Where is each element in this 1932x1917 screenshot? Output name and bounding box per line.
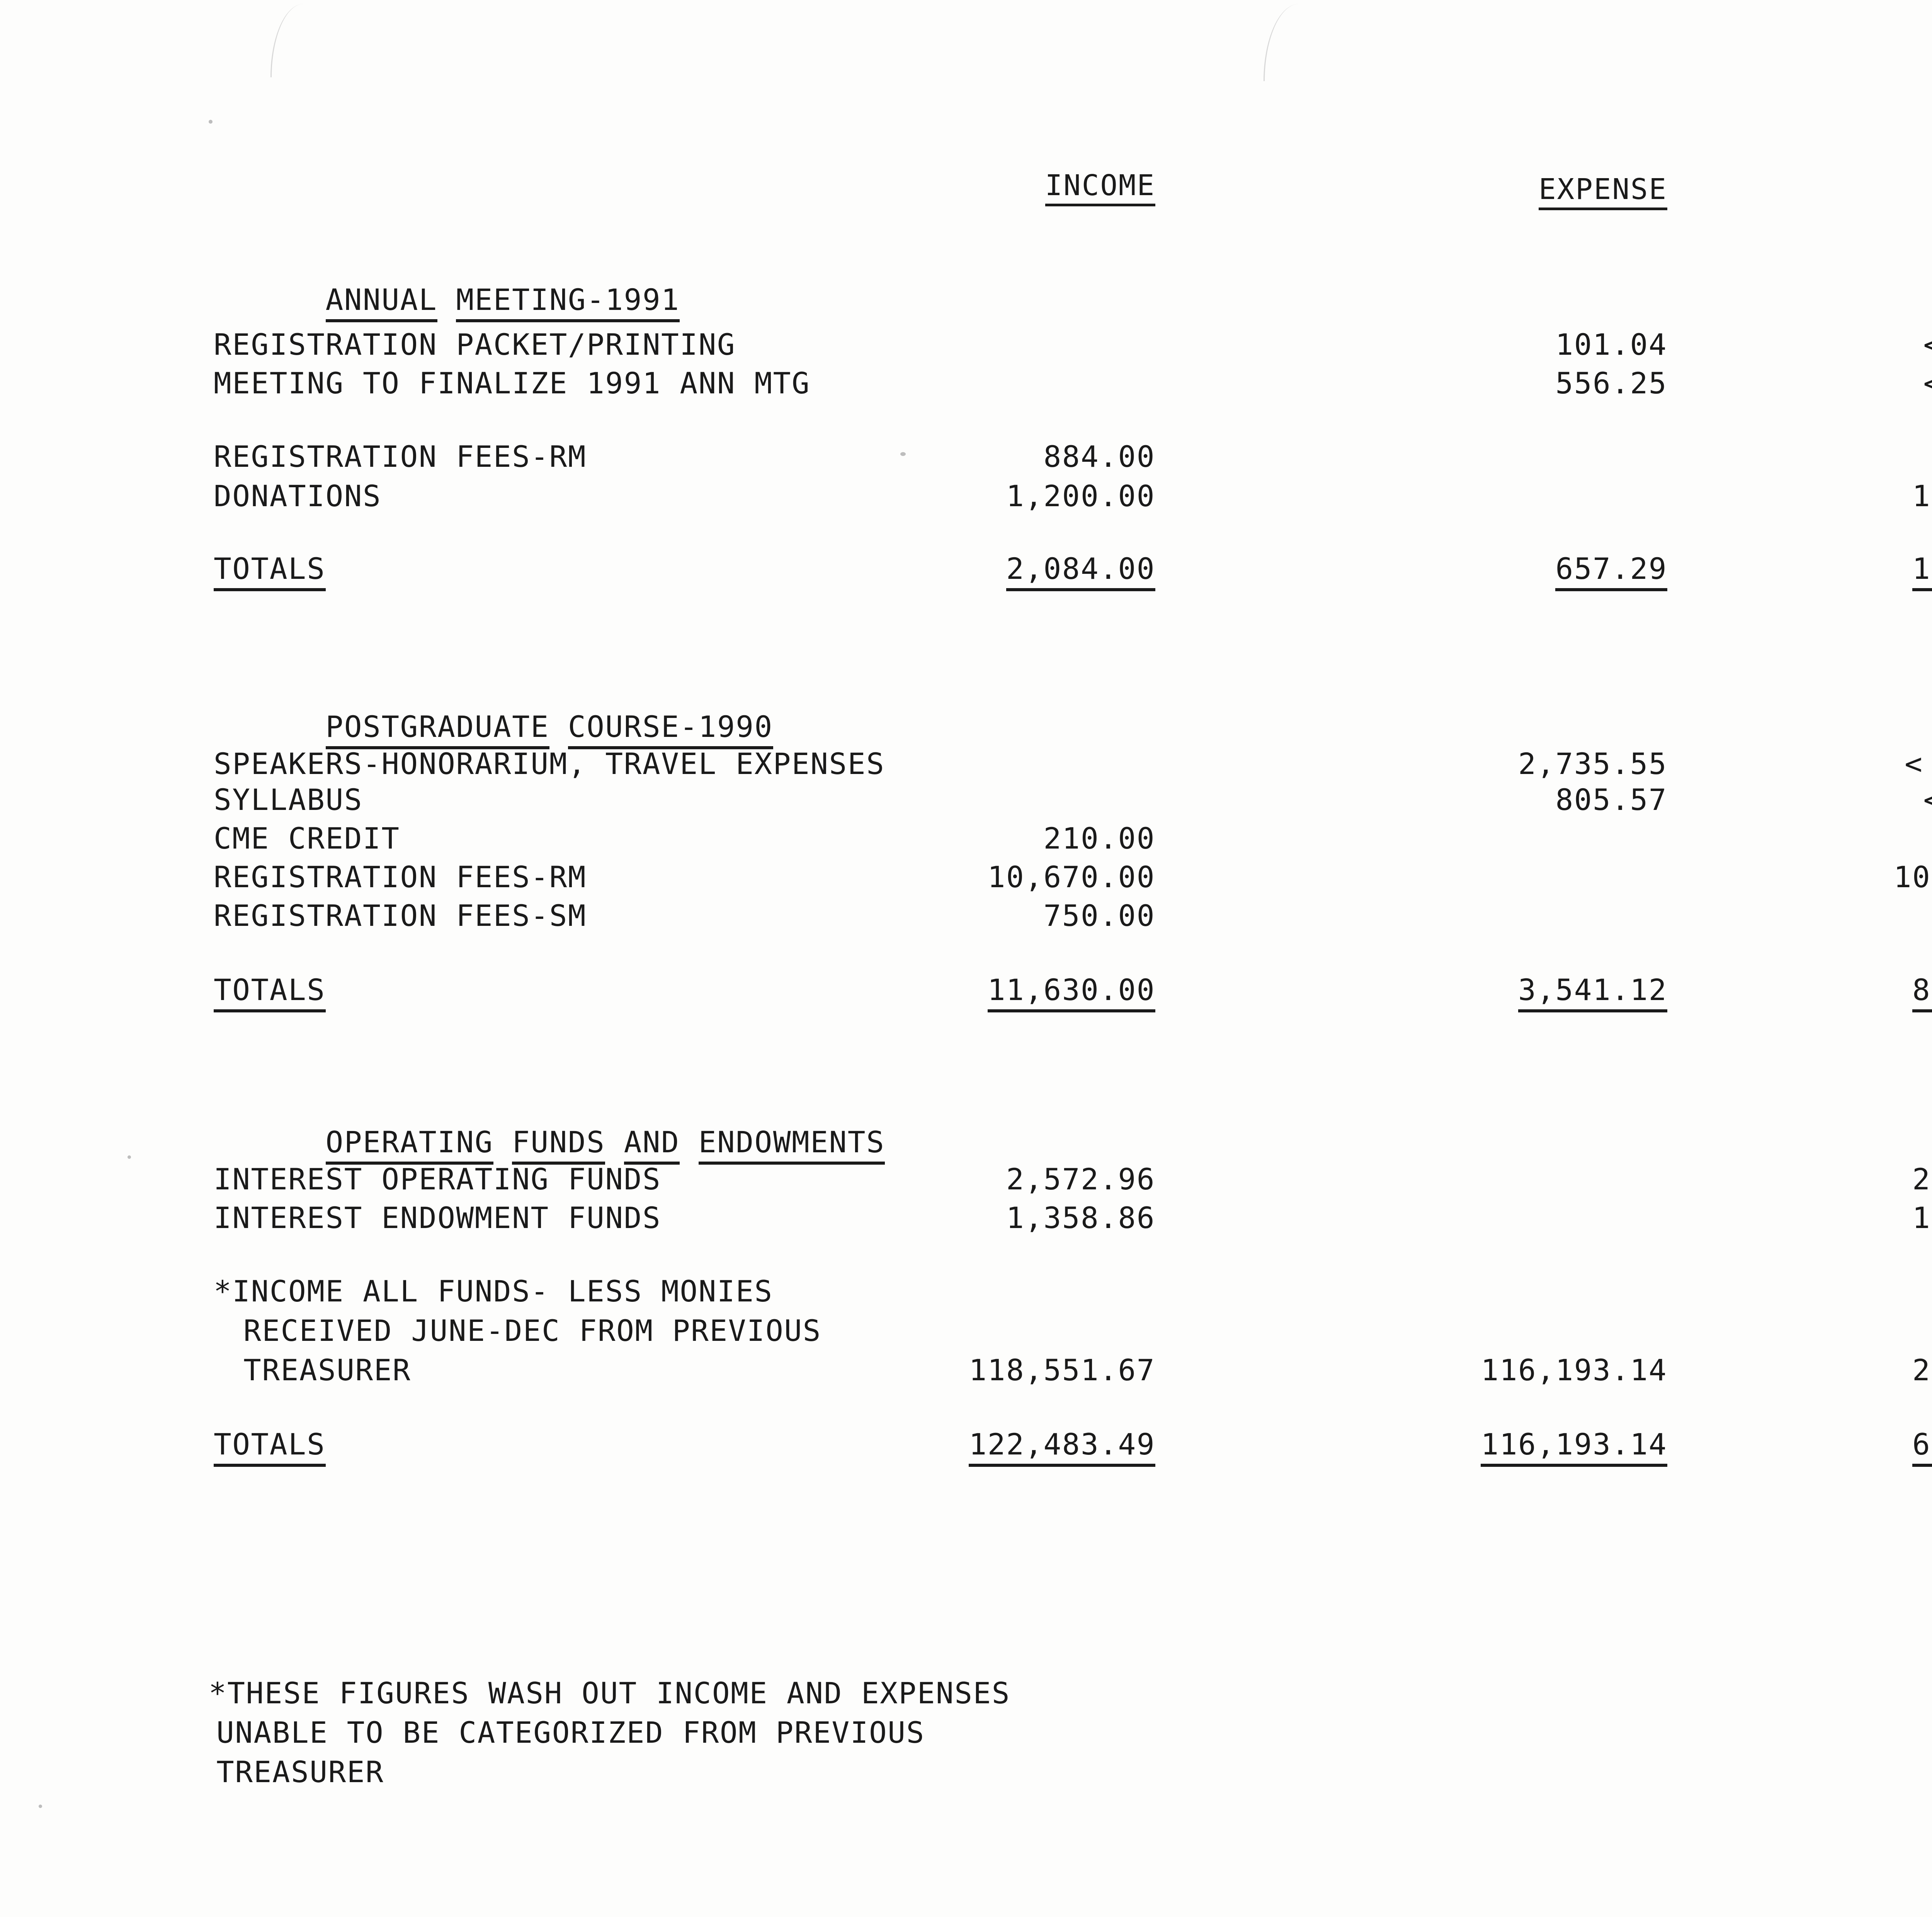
column-header-net: NET: [1681, 134, 1932, 250]
row-net: 750.00: [1681, 896, 1932, 936]
row-label: REGISTRATION FEES-SM: [214, 898, 587, 933]
note-net: 2,358.53: [1912, 1353, 1932, 1387]
row-income: 210.00: [1043, 821, 1155, 856]
totals-expense: 657.29: [1275, 549, 1667, 591]
row-net: 1,358.86: [1912, 1201, 1932, 1235]
table-row: SYLLABUS 805.57 < 805.57>: [0, 780, 1932, 820]
section-title-postgraduate-course: POSTGRADUATE COURSE-1990: [214, 667, 773, 787]
note-line-label: TREASURER: [243, 1353, 412, 1387]
table-row-totals: TOTALS 11,630.00 3,541.12 8,088.88: [0, 970, 1932, 1012]
row-income: 750.00: [1043, 898, 1155, 933]
row-net: < 805.57>: [1681, 780, 1932, 820]
table-row: REGISTRATION FEES-RM 884.00 884.00: [0, 437, 1932, 477]
table-row: DONATIONS 1,200.00 1,200.00: [0, 476, 1932, 516]
row-label: INTEREST OPERATING FUNDS: [214, 1162, 662, 1196]
note-line-label: RECEIVED JUNE-DEC FROM PREVIOUS: [243, 1313, 821, 1348]
row-net: < 101.04>: [1681, 325, 1932, 365]
totals-expense: 116,193.14: [1275, 1424, 1667, 1467]
footnote-line-3: TREASURER: [216, 1755, 384, 1789]
row-net: 210.00: [1681, 818, 1932, 859]
column-header-expense: EXPENSE: [1275, 131, 1667, 247]
table-row: REGISTRATION FEES-RM 10,670.00 10,670.00: [0, 857, 1932, 897]
section-title-annual-meeting: ANNUAL MEETING-1991: [214, 240, 680, 360]
note-income: 118,551.67: [969, 1353, 1155, 1387]
row-label: INTEREST ENDOWMENT FUNDS: [214, 1201, 662, 1235]
row-label: REGISTRATION FEES-RM: [214, 860, 587, 894]
section-title-operating-funds: OPERATING FUNDS AND ENDOWMENTS: [214, 1082, 885, 1203]
row-income: 1,200.00: [1006, 479, 1155, 513]
row-expense: 101.04: [1555, 327, 1667, 362]
totals-net: 8,088.88: [1681, 970, 1932, 1012]
row-income: 1,358.86: [1006, 1201, 1155, 1235]
totals-label: TOTALS: [214, 549, 326, 591]
totals-expense: 3,541.12: [1275, 970, 1667, 1012]
table-row: INTEREST ENDOWMENT FUNDS 1,358.86 1,358.…: [0, 1198, 1932, 1238]
row-label: DONATIONS: [214, 479, 382, 513]
row-net: 884.00: [1681, 437, 1932, 477]
table-row: CME CREDIT 210.00 210.00: [0, 818, 1932, 859]
totals-income: 11,630.00: [734, 970, 1155, 1012]
totals-net: 6,290.35: [1681, 1424, 1932, 1467]
row-label: REGISTRATION PACKET/PRINTING: [214, 327, 736, 362]
row-net: 2,572.96: [1912, 1162, 1932, 1196]
table-row: INTEREST OPERATING FUNDS 2,572.96 2,572.…: [0, 1159, 1932, 1199]
row-label: CME CREDIT: [214, 821, 400, 856]
totals-income: 2,084.00: [734, 549, 1155, 591]
note-block-line-2: RECEIVED JUNE-DEC FROM PREVIOUS: [0, 1311, 1932, 1351]
table-row-totals: TOTALS 2,084.00 657.29 1,426.71: [0, 549, 1932, 591]
totals-label: TOTALS: [214, 1424, 326, 1467]
row-label: MEETING TO FINALIZE 1991 ANN MTG: [214, 366, 811, 400]
row-label: SPEAKERS-HONORARIUM, TRAVEL EXPENSES: [214, 747, 885, 781]
row-income: 884.00: [1043, 439, 1155, 474]
row-expense: 556.25: [1555, 366, 1667, 400]
table-row: MEETING TO FINALIZE 1991 ANN MTG 556.25 …: [0, 363, 1932, 403]
row-income: 10,670.00: [987, 860, 1155, 894]
column-header-income: INCOME: [734, 128, 1155, 243]
footnote-line-1: *THESE FIGURES WASH OUT INCOME AND EXPEN…: [209, 1676, 1011, 1710]
row-net: < 556.25>: [1681, 363, 1932, 403]
row-income: 2,572.96: [1006, 1162, 1155, 1196]
note-expense: 116,193.14: [1481, 1353, 1667, 1387]
table-row: REGISTRATION FEES-SM 750.00 750.00: [0, 896, 1932, 936]
totals-income: 122,483.49: [734, 1424, 1155, 1467]
row-label: REGISTRATION FEES-RM: [214, 439, 587, 474]
note-block-line-1: *INCOME ALL FUNDS- LESS MONIES: [0, 1271, 1932, 1311]
table-row: REGISTRATION PACKET/PRINTING 101.04 < 10…: [0, 325, 1932, 365]
note-block-line-3: TREASURER 118,551.67 116,193.14 2,358.53: [0, 1350, 1932, 1390]
footnote-line-2: UNABLE TO BE CATEGORIZED FROM PREVIOUS: [216, 1715, 925, 1750]
row-expense: 2,735.55: [1518, 747, 1667, 781]
row-net: 10,670.00: [1893, 860, 1932, 894]
note-line-label: *INCOME ALL FUNDS- LESS MONIES: [214, 1274, 773, 1308]
row-label: SYLLABUS: [214, 782, 363, 817]
row-net: < 2,735.55>: [1905, 747, 1923, 781]
row-net: 1,200.00: [1912, 479, 1932, 513]
row-expense: 805.57: [1555, 782, 1667, 817]
table-row: SPEAKERS-HONORARIUM, TRAVEL EXPENSES 2,7…: [0, 744, 1932, 784]
totals-label: TOTALS: [214, 970, 326, 1012]
table-row-totals: TOTALS 122,483.49 116,193.14 6,290.35: [0, 1424, 1932, 1467]
totals-net: 1,426.71: [1681, 549, 1932, 591]
